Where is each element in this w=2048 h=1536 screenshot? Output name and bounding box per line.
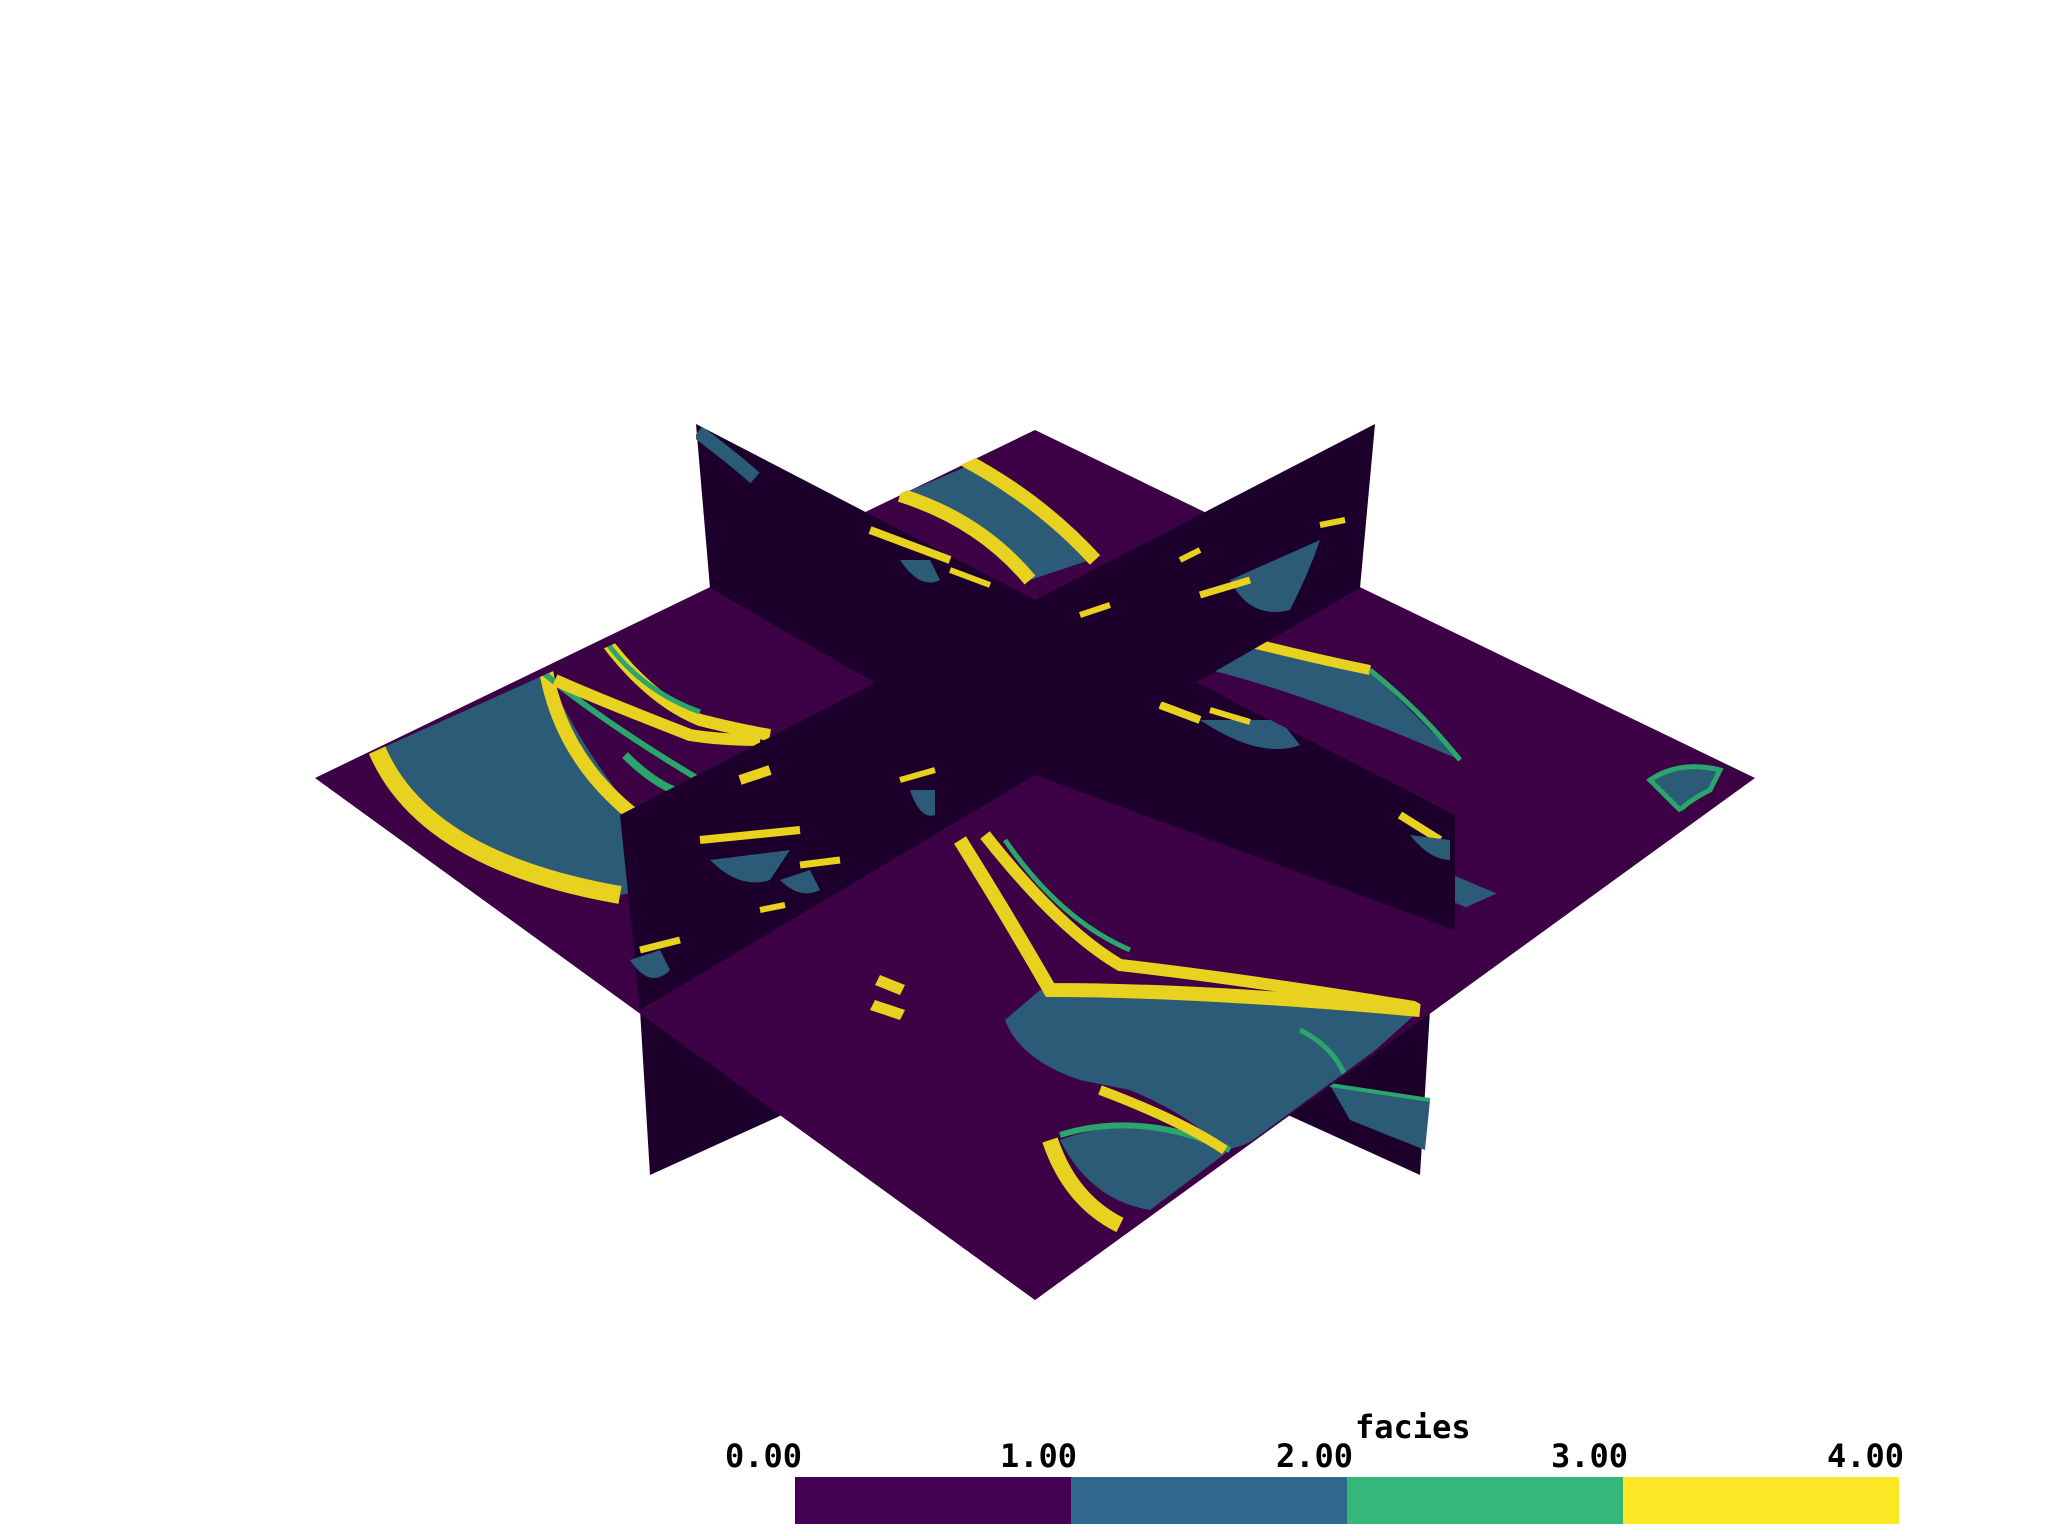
horizontal-slice-front [640, 775, 1430, 1300]
vertical-slice-b [620, 424, 1375, 1010]
channel-body-back [897, 453, 1101, 585]
